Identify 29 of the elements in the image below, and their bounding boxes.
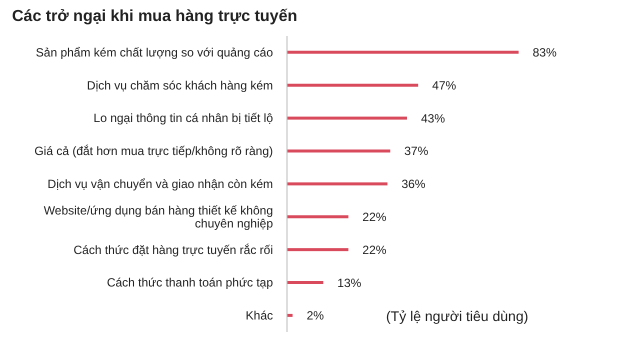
annotation: (Tỷ lệ người tiêu dùng) (386, 308, 528, 324)
y-tick-label: Cách thức thanh toán phức tạp (106, 276, 274, 290)
data-label: 83% (532, 46, 557, 60)
y-tick-label: Cách thức đặt hàng trực tuyến rắc rối (74, 242, 273, 257)
data-label: 43% (421, 111, 446, 126)
bar (287, 215, 348, 218)
bar (287, 50, 519, 54)
y-tick-label: Giá cả (đắt hơn mua trực tiếp/không rõ ràng) (34, 144, 273, 158)
y-tick-label: Khác (246, 308, 273, 323)
bar (287, 281, 324, 284)
y-tick-label: Lo ngại thông tin cá nhân bị tiết lộ (94, 111, 274, 126)
data-label: 22% (362, 242, 387, 257)
data-label: 22% (362, 210, 387, 224)
y-tick-label: Dịch vụ chăm sóc khách hàng kém (86, 78, 273, 92)
bar (287, 182, 388, 186)
data-label: 13% (337, 276, 362, 290)
bar (287, 84, 418, 87)
bar (287, 248, 348, 252)
y-tick-label: Dịch vụ vận chuyển và giao nhận còn kém (48, 177, 274, 191)
bar (287, 149, 390, 152)
data-label: 2% (306, 308, 324, 323)
data-label: 47% (432, 78, 457, 92)
data-label: 36% (401, 177, 426, 192)
data-label: 37% (404, 144, 429, 158)
bar (287, 116, 407, 120)
y-tick-label: Sản phẩm kém chất lượng so với quảng cáo (36, 45, 274, 60)
y-tick-label: Website/ứng dụng bán hàng thiết kế không chuyên nghiệp (44, 203, 274, 230)
text: Các trở ngại khi mua hàng trực tuyến (12, 8, 298, 26)
bar (287, 314, 293, 317)
